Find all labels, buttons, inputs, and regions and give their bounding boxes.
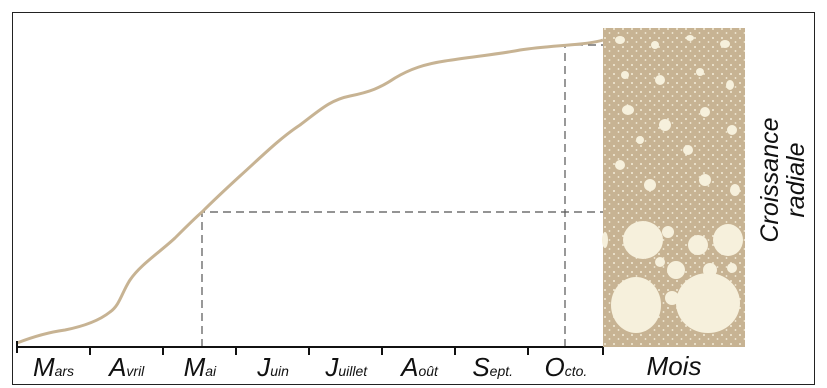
x-axis-label: Mois bbox=[603, 350, 745, 382]
month-label: Octo. bbox=[529, 352, 602, 386]
y-axis-label-line: radiale bbox=[782, 142, 810, 217]
month-label: Sept. bbox=[456, 352, 529, 386]
diagram bbox=[0, 0, 827, 388]
month-label: Juin bbox=[237, 352, 310, 386]
page: {"months": ["Mars", "Avril", "Mai", "Jui… bbox=[0, 0, 827, 388]
month-label: Août bbox=[383, 352, 456, 386]
month-label: Mars bbox=[17, 352, 90, 386]
wood-section bbox=[602, 28, 745, 347]
guide-lines bbox=[202, 45, 603, 347]
month-label: Avril bbox=[90, 352, 163, 386]
y-axis-label-line: Croissance bbox=[756, 117, 784, 242]
month-label: Juillet bbox=[310, 352, 383, 386]
month-label: Mai bbox=[163, 352, 236, 386]
growth-curve bbox=[17, 40, 603, 343]
